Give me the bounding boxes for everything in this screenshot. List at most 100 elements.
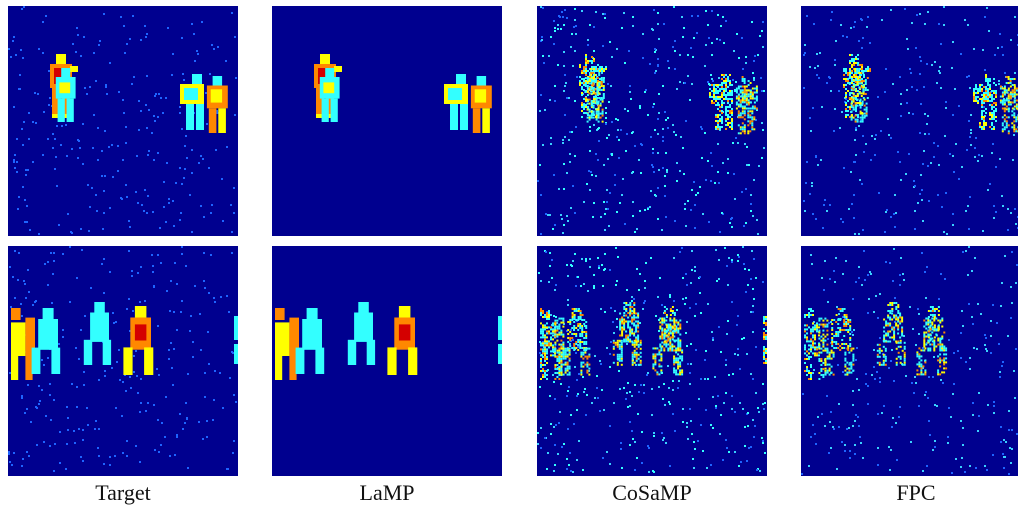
person-walker-2-pixel [631,310,634,312]
person-walker-2-pixel [876,353,879,356]
person-left-back-pixel [590,77,593,79]
person-pair-edge-pixel [810,364,812,366]
person-left-back-pixel [596,84,599,87]
person-walker-1-pixel [567,337,570,339]
noise-pixel [208,167,210,169]
noise-pixel [746,164,748,166]
person-walker-hot-pixel [925,331,928,334]
noise-pixel [592,216,594,218]
person-right-bag-pixel [989,86,991,88]
person-right-walker-pixel [1009,85,1012,88]
noise-pixel [23,121,25,123]
person-left-front-pixel [583,72,585,74]
person-walker-hot-pixel [943,353,946,356]
person-left-back-pixel [852,116,855,119]
person-walker-1-pixel [845,318,848,320]
person-right-walker-pixel [743,97,746,100]
noise-pixel [600,216,602,218]
person-walker-2-pixel [633,318,636,321]
person-left-front-pixel [587,100,589,102]
person-walker-2-pixel [627,312,630,314]
noise-pixel [60,144,62,146]
noise-pixel [691,250,693,252]
noise-pixel [151,132,153,134]
noise-pixel [618,157,620,159]
noise-pixel [657,118,659,120]
noise-pixel [836,468,838,470]
noise-pixel [95,420,97,422]
person-right-walker [206,76,228,133]
noise-pixel [857,64,859,66]
person-walker-2-pixel [883,326,886,329]
person-walker-2-part [347,339,357,365]
person-left-front-pixel [855,58,857,60]
person-pair-edge-part [275,322,290,356]
noise-pixel [148,150,150,152]
noise-pixel [674,220,676,222]
noise-pixel [898,416,900,418]
person-left-front-pixel [593,58,595,60]
noise-pixel [658,169,660,171]
person-right-walker-pixel [1011,107,1014,110]
noise-pixel [552,332,554,334]
person-pair-edge-pixel [558,327,561,330]
person-left-front-pixel [843,74,845,76]
person-right-bag-pixel [721,96,723,98]
person-right-bag-pixel [725,82,727,84]
person-walker-1-pixel [569,331,572,333]
person-walker-hot-pixel [920,367,923,370]
person-left-back-pixel [597,100,600,103]
person-right-walker-pixel [739,114,742,117]
person-left-front-pixel [859,74,861,76]
person-walker-2-pixel [637,334,640,337]
person-walker-2-pixel [631,318,634,321]
person-left-back-pixel [856,76,859,78]
person-pair-edge-pixel [544,338,546,341]
noise-pixel [741,191,743,193]
person-walker-hot-pixel [677,331,680,334]
person-right-bag-pixel [991,104,993,106]
person-pair-edge-pixel [806,350,808,353]
noise-pixel [34,92,36,94]
person-left-front-pixel [861,80,863,82]
person-pair-edge-pixel [542,342,544,345]
noise-pixel [867,274,869,276]
person-walker-2-pixel [884,349,887,352]
person-right-bag-pixel [993,118,995,120]
noise-pixel [26,408,28,410]
noise-pixel [760,77,762,79]
person-pair-edge-pixel [540,370,542,372]
person-walker-hot-pixel [673,317,676,320]
noise-pixel [563,163,565,165]
person-right-bag [180,74,204,130]
person-walker-hot-pixel [941,317,944,320]
person-pair-edge-pixel [540,360,542,362]
person-walker-1-pixel [580,369,583,372]
noise-pixel [641,462,643,464]
noise-pixel [213,399,215,401]
noise-pixel [609,353,611,355]
noise-pixel [560,214,562,216]
person-pair-edge-pixel [558,333,561,336]
person-walker-1-pixel [830,349,833,352]
person-pair-edge-pixel [806,336,808,339]
noise-pixel [230,204,232,206]
noise-pixel [111,144,113,146]
person-left-front-part [62,88,70,114]
noise-pixel [633,298,635,300]
person-walker-1-pixel [569,323,572,325]
noise-pixel [993,401,995,403]
person-walker-1-pixel [571,312,574,314]
noise-pixel [865,373,867,375]
person-right-walker-pixel [741,116,744,119]
noise-pixel [577,276,579,278]
noise-pixel [577,393,579,395]
noise-pixel [937,194,939,196]
noise-pixel [855,414,857,416]
person-walker-1-pixel [839,308,842,310]
person-walker-2-pixel [633,310,636,312]
person-right-bag-pixel [713,92,715,94]
noise-pixel [727,320,729,322]
person-left-front-pixel [853,76,855,78]
person-walker-1-pixel [583,337,586,339]
